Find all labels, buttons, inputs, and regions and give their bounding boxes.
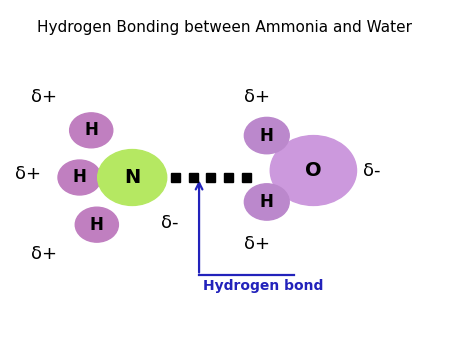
Text: H: H xyxy=(260,127,274,144)
Circle shape xyxy=(245,184,289,220)
FancyBboxPatch shape xyxy=(242,173,251,182)
Text: Hydrogen bond: Hydrogen bond xyxy=(203,279,324,293)
Text: H: H xyxy=(260,193,274,211)
Text: N: N xyxy=(124,168,140,187)
Text: δ+: δ+ xyxy=(244,235,270,253)
Circle shape xyxy=(70,113,113,148)
Text: H: H xyxy=(90,216,104,234)
FancyBboxPatch shape xyxy=(189,173,198,182)
Text: O: O xyxy=(305,161,322,180)
Text: δ+: δ+ xyxy=(31,88,57,106)
Circle shape xyxy=(245,118,289,154)
Text: H: H xyxy=(73,169,87,186)
Text: Hydrogen Bonding between Ammonia and Water: Hydrogen Bonding between Ammonia and Wat… xyxy=(37,20,412,35)
Circle shape xyxy=(58,160,101,195)
Text: δ+: δ+ xyxy=(31,245,57,263)
Circle shape xyxy=(270,136,356,206)
Text: δ+: δ+ xyxy=(244,88,270,106)
Circle shape xyxy=(75,207,118,242)
Text: δ+: δ+ xyxy=(15,165,41,183)
Text: H: H xyxy=(84,121,98,139)
FancyBboxPatch shape xyxy=(171,173,180,182)
Text: δ-: δ- xyxy=(162,214,179,232)
Text: δ-: δ- xyxy=(363,162,380,180)
FancyBboxPatch shape xyxy=(224,173,233,182)
Circle shape xyxy=(98,149,167,206)
FancyBboxPatch shape xyxy=(207,173,215,182)
